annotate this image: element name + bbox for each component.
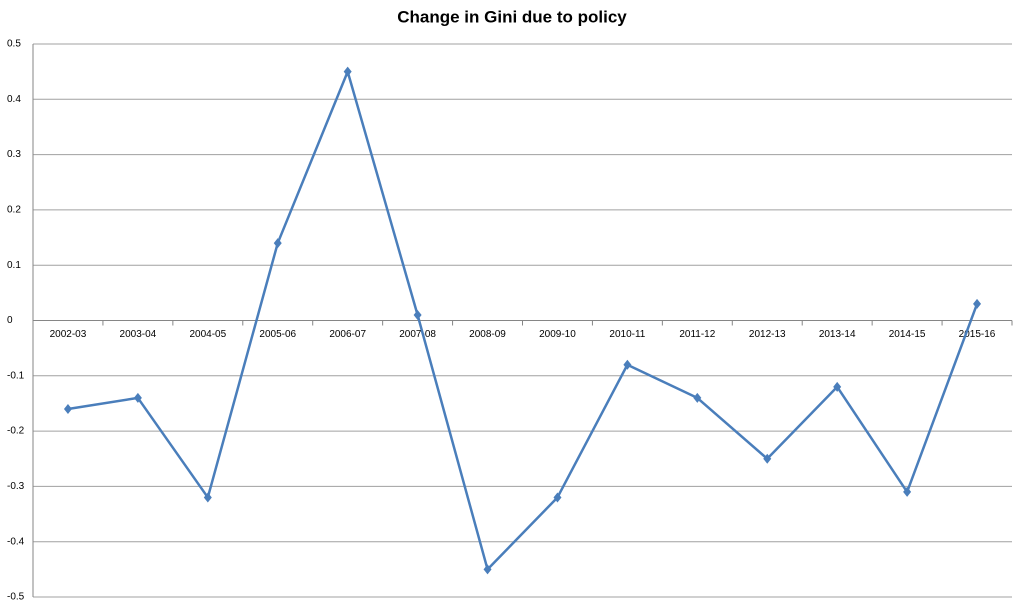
marker	[833, 381, 842, 392]
x-tick-label: 2004-05	[189, 329, 226, 340]
y-tick-label: 0.4	[7, 94, 21, 105]
x-tick-label: 2010-11	[609, 329, 645, 340]
x-tick-label: 2005-06	[259, 329, 296, 340]
y-tick-label: 0.5	[7, 39, 21, 50]
x-tick-label: 2002-03	[50, 329, 87, 340]
x-tick-label: 2013-14	[819, 329, 856, 340]
marker	[483, 564, 492, 575]
marker	[763, 453, 772, 464]
y-tick-label: -0.4	[7, 536, 25, 547]
y-tick-label: 0	[7, 315, 13, 326]
y-tick-label: 0.2	[7, 205, 21, 216]
y-tick-label: -0.3	[7, 481, 25, 492]
marker	[273, 238, 282, 249]
marker	[553, 492, 562, 503]
y-tick-label: 0.1	[7, 260, 21, 271]
x-tick-label: 2009-10	[539, 329, 576, 340]
y-tick-label: -0.2	[7, 426, 25, 437]
marker	[133, 392, 142, 403]
x-tick-label: 2007-08	[399, 329, 436, 340]
marker	[973, 298, 982, 309]
x-tick-label: 2006-07	[329, 329, 366, 340]
marker	[413, 309, 422, 320]
y-tick-label: -0.5	[7, 592, 25, 603]
marker	[903, 486, 912, 497]
x-tick-label: 2014-15	[889, 329, 926, 340]
x-tick-label: 2015-16	[959, 329, 996, 340]
chart-title: Change in Gini due to policy	[397, 7, 627, 26]
marker	[63, 403, 72, 414]
x-tick-label: 2003-04	[120, 329, 157, 340]
marker	[203, 492, 212, 503]
x-tick-label: 2011-12	[679, 329, 715, 340]
y-tick-label: 0.3	[7, 149, 21, 160]
marker	[693, 392, 702, 403]
line	[67, 70, 979, 571]
marker	[343, 66, 352, 77]
marker	[623, 359, 632, 370]
y-tick-label: -0.1	[7, 370, 25, 381]
x-tick-label: 2008-09	[469, 329, 506, 340]
x-tick-label: 2012-13	[749, 329, 786, 340]
